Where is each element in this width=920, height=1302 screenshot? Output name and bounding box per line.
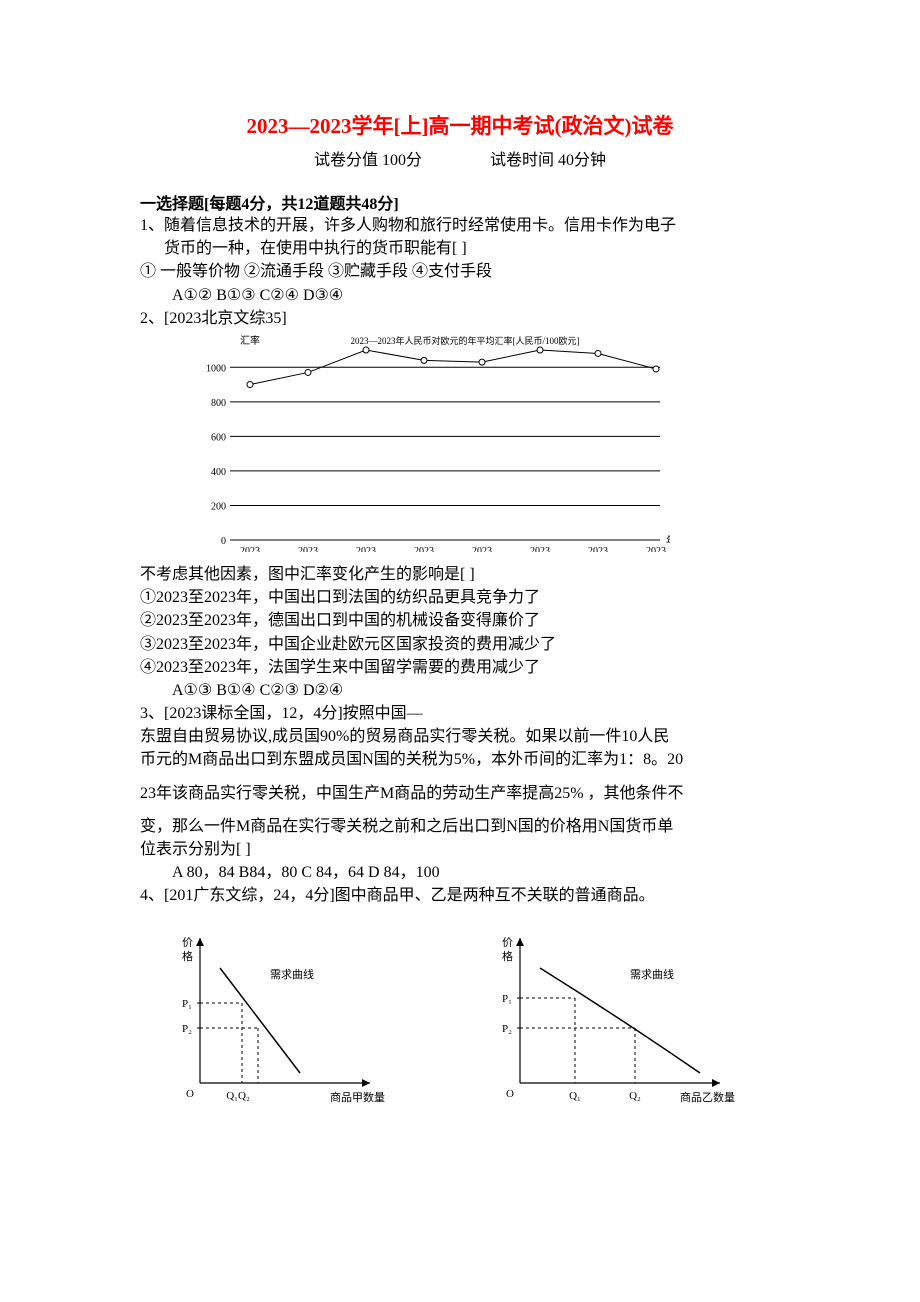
svg-text:P₂: P₂: [502, 1023, 512, 1035]
q1-marks: ① 一般等价物 ②流通手段 ③贮藏手段 ④支付手段: [140, 260, 780, 283]
q3-line3: 币元的M商品出口到东盟成员国N国的关税为5%，本外币间的汇率为1：8。20: [140, 748, 780, 771]
q3-line1: 3、[2023课标全国，12，4分]按照中国—: [140, 702, 780, 725]
demand-chart-left: 价格 O 商品甲数量 需求曲线 P₁ P₂ Q₁Q₂: [160, 928, 410, 1118]
svg-text:Q₂: Q₂: [629, 1090, 641, 1102]
q3-options: A 80，84 B84，80 C 84，64 D 84，100: [140, 861, 780, 884]
svg-text:2023: 2023: [646, 546, 666, 552]
q1-options: A①② B①③ C②④ D③④: [140, 284, 780, 307]
svg-text:400: 400: [211, 467, 226, 478]
demand-charts-row: 价格O商品甲数量需求曲线P₁P₂Q₁Q₂ 价格O商品乙数量需求曲线P₁P₂Q₁Q…: [140, 928, 780, 1118]
section-heading: 一选择题[每题4分，共12道题共48分]: [140, 190, 780, 214]
svg-text:1000: 1000: [206, 363, 226, 374]
q4-line1: 4、[201广东文综，24，4分]图中商品甲、乙是两种互不关联的普通商品。: [140, 884, 780, 907]
svg-text:800: 800: [211, 398, 226, 409]
demand-chart-right: 价格 O 商品乙数量 需求曲线 P₁ P₂ Q₁ Q₂: [480, 928, 740, 1118]
q2-line4: ③2023至2023年，中国企业赴欧元区国家投资的费用减少了: [140, 633, 780, 656]
q3-line6: 位表示分别为[ ]: [140, 838, 780, 861]
page-title: 2023—2023学年[上]高一期中考试(政治文)试卷: [140, 110, 780, 140]
svg-text:Q₁Q₂: Q₁Q₂: [226, 1090, 250, 1102]
svg-text:200: 200: [211, 501, 226, 512]
svg-text:年份: 年份: [666, 534, 670, 547]
svg-text:2023: 2023: [588, 546, 608, 552]
svg-text:2023: 2023: [356, 546, 376, 552]
svg-text:2023: 2023: [414, 546, 434, 552]
svg-text:格: 格: [502, 949, 513, 963]
q2-line2: ①2023至2023年，中国出口到法国的纺织品更具竞争力了: [140, 586, 780, 609]
svg-text:2023: 2023: [298, 546, 318, 552]
svg-text:需求曲线: 需求曲线: [630, 967, 674, 981]
svg-text:P₂: P₂: [182, 1023, 192, 1035]
svg-text:0: 0: [221, 536, 226, 547]
svg-text:格: 格: [182, 949, 193, 963]
time-label: 试卷时间 40分钟: [490, 152, 606, 169]
svg-text:O: O: [186, 1088, 194, 1100]
line-chart-svg: 2023—2023年人民币对欧元的年平均汇率[人民币/100欧元] 汇率 0 200 4…: [200, 332, 670, 552]
svg-text:需求曲线: 需求曲线: [270, 967, 314, 981]
exam-page: 2023—2023学年[上]高一期中考试(政治文)试卷 试卷分值 100分 试卷…: [0, 0, 920, 1158]
svg-text:价: 价: [182, 936, 193, 949]
svg-text:O: O: [506, 1088, 514, 1100]
svg-text:Q₁: Q₁: [569, 1090, 581, 1102]
q2-head: 2、[2023北京文综35]: [140, 307, 780, 330]
svg-text:600: 600: [211, 432, 226, 443]
q2-line3: ②2023至2023年，德国出口到中国的机械设备变得廉价了: [140, 609, 780, 632]
svg-text:商品乙数量: 商品乙数量: [680, 1090, 735, 1104]
svg-text:商品甲数量: 商品甲数量: [330, 1090, 385, 1104]
q2-options: A①③ B①④ C②③ D②④: [140, 679, 780, 702]
svg-text:P₁: P₁: [502, 993, 512, 1005]
q3-line5: 变，那么一件M商品在实行零关税之前和之后出口到N国的价格用N国货币单: [140, 815, 780, 838]
svg-text:2023—2023年人民币对欧元的年平均汇率[人民币/100: 2023—2023年人民币对欧元的年平均汇率[人民币/100欧元]: [351, 335, 580, 346]
svg-text:2023: 2023: [472, 546, 492, 552]
svg-text:汇率: 汇率: [240, 334, 260, 347]
svg-text:价: 价: [502, 936, 513, 949]
page-subtitle: 试卷分值 100分 试卷时间 40分钟: [140, 146, 780, 170]
q2-line1: 不考虑其他因素，图中汇率变化产生的影响是[ ]: [140, 563, 780, 586]
q3-line2: 东盟自由贸易协议,成员国90%的贸易商品实行零关税。如果以前一件10人民: [140, 725, 780, 748]
q1-line1: 1、随着信息技术的开展，许多人购物和旅行时经常使用卡。信用卡作为电子: [140, 214, 780, 237]
exchange-rate-chart: 2023—2023年人民币对欧元的年平均汇率[人民币/100欧元] 汇率 0 200 4…: [140, 332, 780, 557]
q1-line2: 货币的一种，在使用中执行的货币职能有[ ]: [140, 237, 780, 260]
svg-text:2023: 2023: [530, 546, 550, 552]
q3-line4: 23年该商品实行零关税，中国生产M商品的劳动生产率提高25% ，其他条件不: [140, 782, 780, 805]
score-label: 试卷分值 100分: [314, 152, 422, 169]
svg-text:P₁: P₁: [182, 998, 192, 1010]
q2-line5: ④2023至2023年，法国学生来中国留学需要的费用减少了: [140, 656, 780, 679]
svg-text:2023: 2023: [240, 546, 260, 552]
